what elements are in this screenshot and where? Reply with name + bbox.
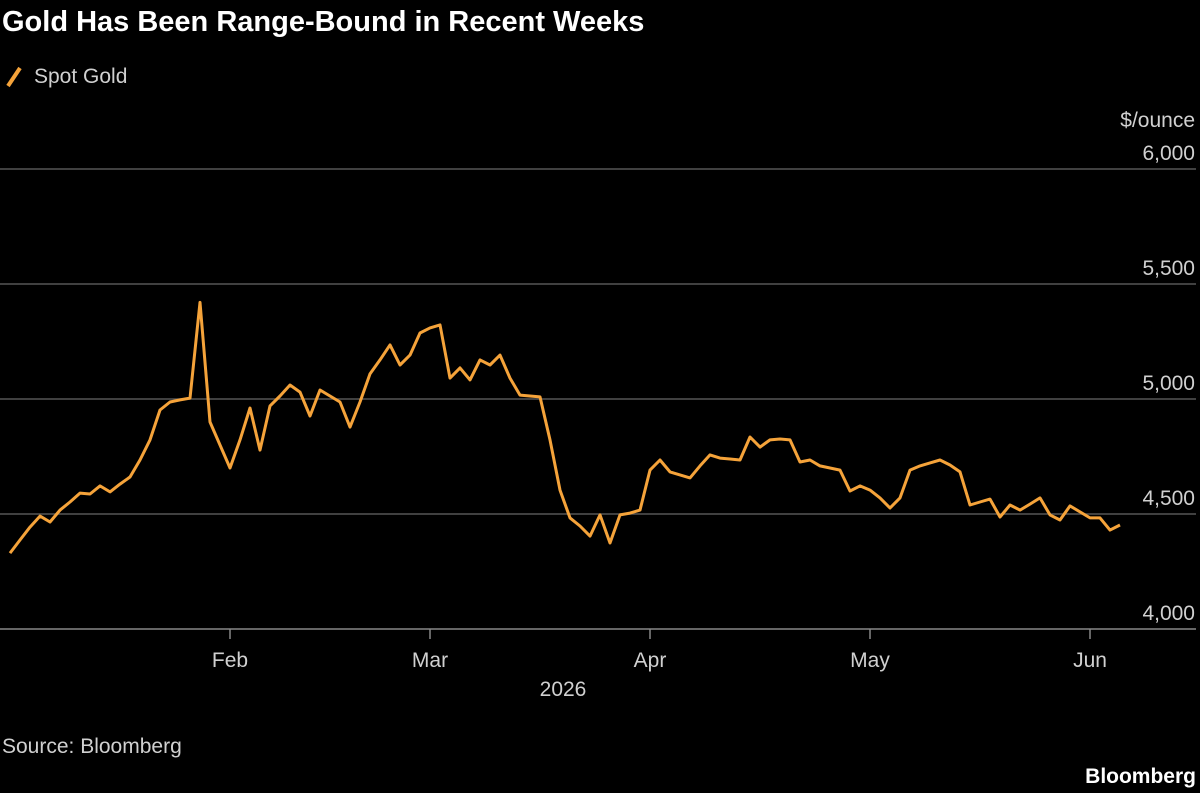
x-tick-label: Apr [634, 649, 667, 672]
y-tick-label: 5,500 [1142, 257, 1195, 280]
brand: Bloomberg [1085, 765, 1196, 788]
y-tick-label: 5,000 [1142, 372, 1195, 395]
y-axis-label: $/ounce [1120, 109, 1195, 132]
x-tick-label: Feb [212, 649, 248, 672]
x-tick-label: Mar [412, 649, 448, 672]
y-tick-label: 4,000 [1142, 602, 1195, 625]
y-tick-label: 4,500 [1142, 487, 1195, 510]
x-axis-label: 2026 [540, 678, 587, 701]
x-tick-label: Jun [1073, 649, 1107, 672]
x-tick-label: May [850, 649, 890, 672]
legend-swatch [6, 66, 22, 88]
y-tick-label: 6,000 [1142, 142, 1195, 165]
series-line [8, 300, 1121, 555]
legend-label: Spot Gold [34, 65, 127, 88]
chart-title: Gold Has Been Range-Bound in Recent Week… [2, 6, 644, 38]
source: Source: Bloomberg [2, 735, 182, 758]
